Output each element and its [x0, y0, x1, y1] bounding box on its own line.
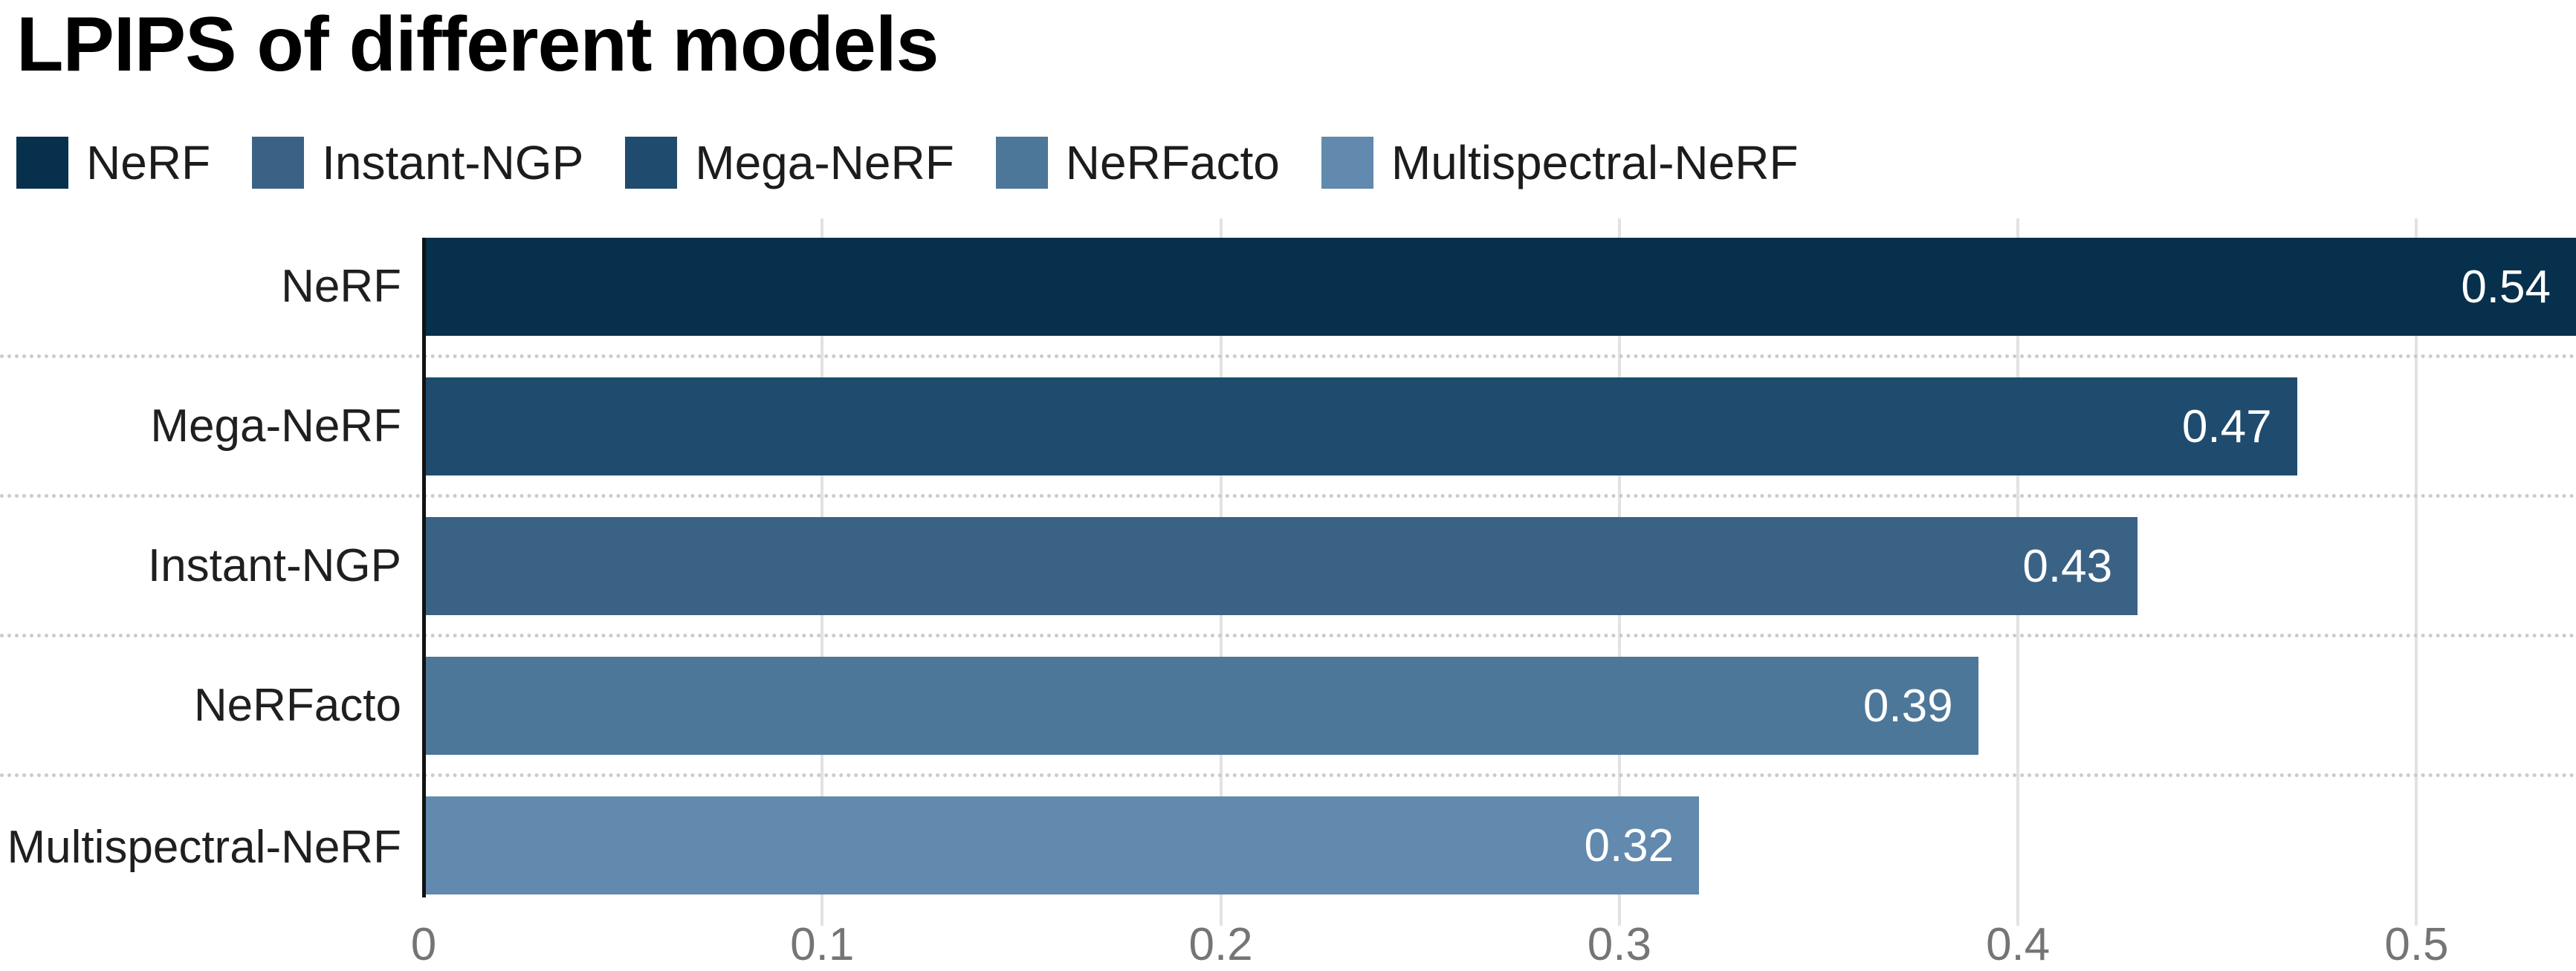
category-label: NeRFacto	[193, 680, 401, 731]
bar-track: 0.47	[424, 358, 2576, 494]
chart-row-mega-nerf: Mega-NeRF 0.47	[0, 358, 2576, 498]
legend-swatch-instant-ngp	[252, 137, 305, 189]
chart-row-nerf: NeRF 0.54	[0, 218, 2576, 358]
legend-swatch-nerf	[16, 137, 68, 189]
legend-label: NeRFacto	[1065, 136, 1280, 189]
legend-item-multispectral-nerf: Multispectral-NeRF	[1321, 135, 1799, 190]
category-label: Mega-NeRF	[150, 400, 401, 452]
x-tick-label: 0.5	[2384, 919, 2449, 970]
gridline	[2415, 218, 2418, 926]
category-label: Instant-NGP	[147, 540, 401, 591]
bar-nerfacto: 0.39	[424, 657, 1978, 755]
bar-rows: NeRF 0.54 Mega-NeRF 0.47 Instant-NGP 0.4…	[0, 218, 2576, 917]
chart-legend: NeRF Instant-NGP Mega-NeRF NeRFacto Mult…	[16, 135, 1840, 190]
category-label: Multispectral-NeRF	[7, 821, 401, 873]
chart-row-instant-ngp: Instant-NGP 0.43	[0, 498, 2576, 637]
category-label: NeRF	[281, 261, 401, 312]
legend-swatch-nerfacto	[995, 137, 1048, 189]
chart-title: LPIPS of different models	[16, 1, 939, 88]
bar-track: 0.39	[424, 637, 2576, 773]
x-tick-label: 0.4	[1986, 919, 2051, 970]
x-tick-label: 0.3	[1587, 919, 1651, 970]
x-tick-label: 0.2	[1188, 919, 1253, 970]
bar-value-label: 0.39	[1863, 680, 1953, 732]
bar-value-label: 0.43	[2022, 540, 2113, 592]
x-tick-label: 0.1	[790, 919, 855, 970]
bar-nerf: 0.54	[424, 238, 2576, 336]
bar-track: 0.43	[424, 498, 2576, 634]
legend-swatch-multispectral-nerf	[1321, 137, 1373, 189]
legend-label: NeRF	[86, 136, 211, 189]
x-axis: 0 0.1 0.2 0.3 0.4 0.5	[411, 917, 2576, 970]
bar-multispectral-nerf: 0.32	[424, 796, 1700, 894]
legend-swatch-mega-nerf	[625, 137, 678, 189]
bar-mega-nerf: 0.47	[424, 377, 2297, 475]
chart-row-multispectral-nerf: Multispectral-NeRF 0.32	[0, 777, 2576, 917]
legend-label: Instant-NGP	[322, 136, 584, 189]
legend-label: Mega-NeRF	[695, 136, 954, 189]
bar-track: 0.32	[424, 777, 2576, 917]
legend-item-nerf: NeRF	[16, 135, 210, 190]
legend-item-nerfacto: NeRFacto	[995, 135, 1280, 190]
bar-value-label: 0.47	[2181, 400, 2272, 452]
x-tick-label: 0	[410, 919, 437, 970]
bar-value-label: 0.32	[1584, 819, 1674, 871]
plot-area: NeRF 0.54 Mega-NeRF 0.47 Instant-NGP 0.4…	[0, 218, 2576, 926]
legend-item-instant-ngp: Instant-NGP	[252, 135, 583, 190]
bar-instant-ngp: 0.43	[424, 517, 2138, 615]
bar-value-label: 0.54	[2461, 261, 2551, 313]
legend-item-mega-nerf: Mega-NeRF	[625, 135, 954, 190]
y-axis-line	[422, 238, 426, 897]
legend-label: Multispectral-NeRF	[1391, 136, 1799, 189]
chart-row-nerfacto: NeRFacto 0.39	[0, 637, 2576, 777]
bar-track: 0.54	[424, 218, 2576, 354]
